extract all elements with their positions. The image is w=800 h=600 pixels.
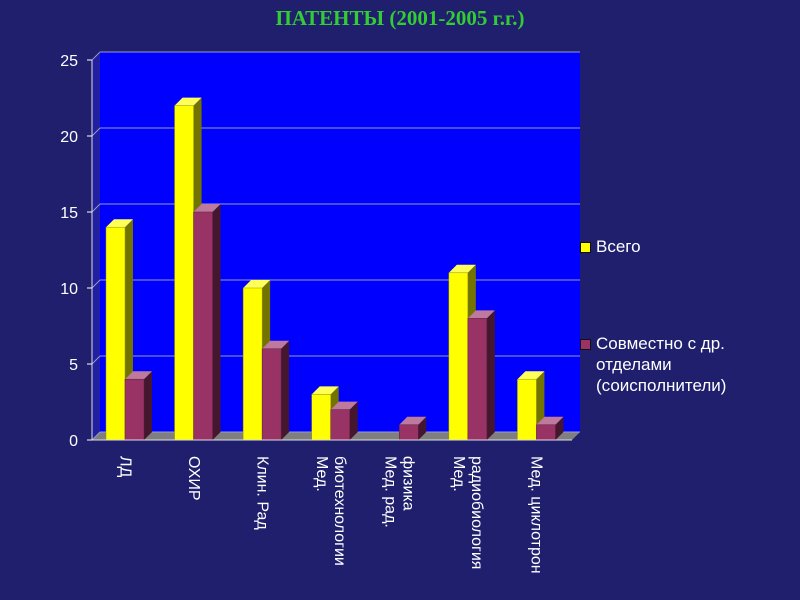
bar-front <box>448 272 469 441</box>
legend-swatch-total <box>580 242 591 253</box>
bar-top <box>125 371 152 380</box>
bar-front <box>124 378 145 441</box>
x-tick-label-line: физика <box>400 456 417 511</box>
y-tick-label: 5 <box>69 357 78 374</box>
bar-front <box>174 105 194 441</box>
bar-top <box>262 340 290 349</box>
x-tick-label: Мед. биотехнологии <box>313 456 348 566</box>
bar-6-1 <box>536 416 564 441</box>
bar-side <box>281 340 290 440</box>
plot-back-wall <box>100 52 580 432</box>
bar-5-1 <box>467 310 495 441</box>
y-tick-label: 0 <box>69 433 78 450</box>
plot-side-wall <box>92 52 100 440</box>
bar-top <box>174 97 202 106</box>
bar-front <box>330 409 350 441</box>
x-tick-label-line: радиобиология <box>468 456 485 569</box>
x-tick-label-line: Клин. Рад <box>253 456 270 530</box>
bar-front <box>242 287 263 441</box>
bar-front <box>536 424 556 441</box>
x-tick-label: Клин. Рад <box>253 456 270 530</box>
legend-item-total: Всего <box>580 236 796 257</box>
bar-side <box>144 371 152 440</box>
bar-top <box>243 280 271 288</box>
bar-side <box>486 310 495 440</box>
legend-label-joint: Совместно с др. отделами (соисполнители) <box>596 334 727 395</box>
bar-side <box>555 416 564 440</box>
bar-top <box>536 416 564 425</box>
bar-front <box>193 211 213 441</box>
gridline-diag <box>91 431 101 441</box>
bar-front <box>311 394 331 441</box>
x-tick-label: ЛД <box>116 456 133 478</box>
x-tick-label-line: Мед. циклотрон <box>528 456 545 574</box>
bar-front <box>517 378 537 441</box>
x-tick-label-line: Мед. <box>450 456 467 492</box>
gridline-diag <box>91 355 101 365</box>
bar-top <box>311 386 339 395</box>
bar-side <box>418 416 427 440</box>
legend-swatch-joint <box>580 339 591 350</box>
x-tick-label: Мед. радиобиология <box>450 456 485 569</box>
legend-label-total: Всего <box>596 237 641 256</box>
x-tick-label: ОХИР <box>185 456 202 501</box>
y-tick-label: 20 <box>60 129 78 146</box>
bar-top <box>399 416 427 425</box>
bar-top <box>193 204 221 212</box>
gridline-diag <box>91 51 101 61</box>
gridline-diag <box>91 127 101 137</box>
y-tick-label: 15 <box>60 205 78 222</box>
x-tick-label-line: Мед. <box>313 456 330 492</box>
bar-top <box>448 264 476 273</box>
bar-1-1 <box>193 204 221 441</box>
bar-front <box>399 424 419 441</box>
bar-top <box>106 219 133 228</box>
gridline-diag <box>91 203 101 213</box>
legend-item-joint: Совместно с др. отделами (соисполнители) <box>580 333 796 396</box>
bar-top <box>517 371 545 380</box>
bar-2-1 <box>261 340 290 441</box>
chart-title: ПАТЕНТЫ (2001-2005 г.г.) <box>275 6 525 30</box>
y-tick-label: 10 <box>60 281 78 298</box>
bar-side <box>349 401 358 440</box>
x-tick-label: Мед. циклотрон <box>528 456 545 574</box>
gridline-diag <box>91 279 101 289</box>
bar-side <box>212 204 221 440</box>
x-tick-label-line: ЛД <box>116 456 133 478</box>
bar-top <box>330 401 358 410</box>
bar-top <box>467 310 495 319</box>
bar-front <box>467 318 488 441</box>
bar-0-1 <box>124 371 152 441</box>
x-tick-label-line: ОХИР <box>185 456 202 501</box>
bar-front <box>261 348 282 441</box>
x-tick-label-line: Мед. рад. <box>382 456 399 528</box>
bar-3-1 <box>330 401 358 441</box>
y-tick-label: 25 <box>60 53 78 70</box>
bar-4-1 <box>399 416 427 441</box>
x-tick-label: Мед. рад. физика <box>382 456 417 528</box>
x-tick-label-line: биотехнологии <box>331 456 348 566</box>
bar-front <box>105 226 126 441</box>
